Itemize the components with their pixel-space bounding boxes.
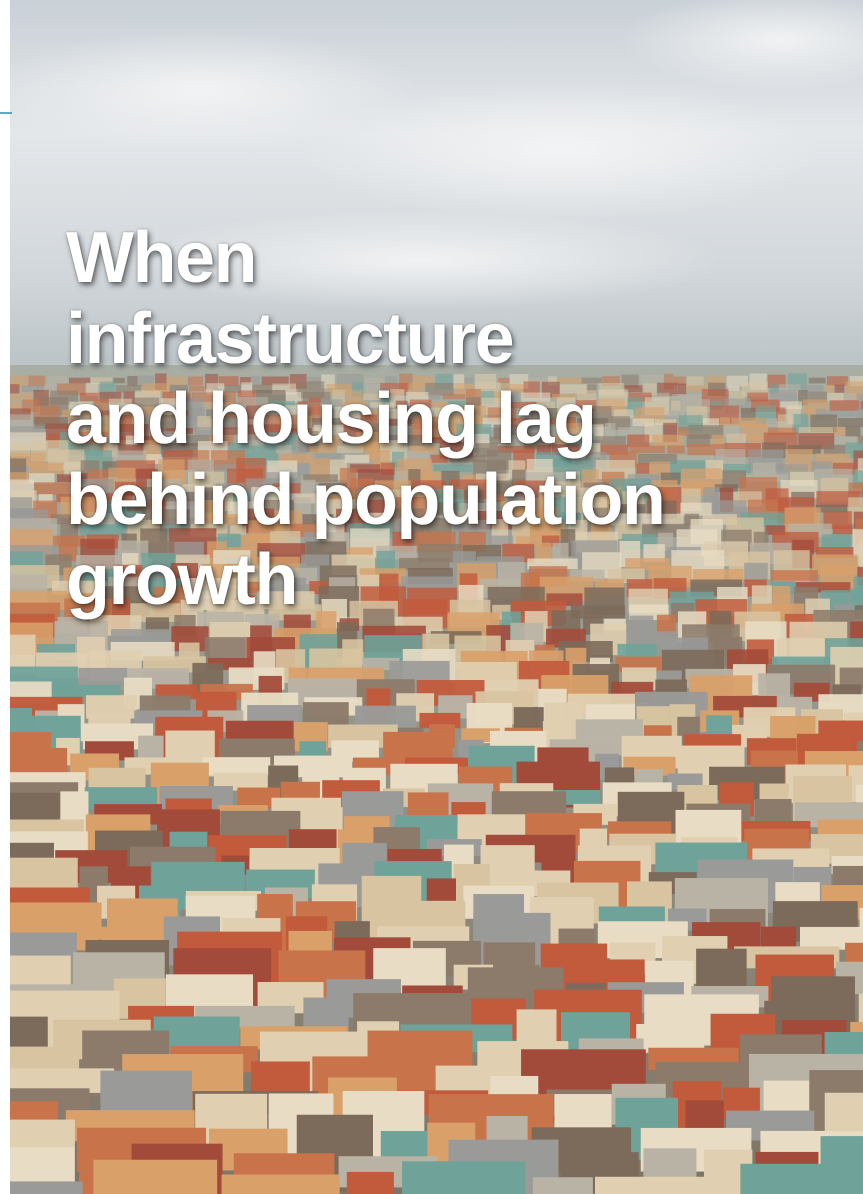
building xyxy=(10,1047,79,1072)
building xyxy=(680,503,711,516)
building xyxy=(827,393,843,401)
building xyxy=(671,400,681,410)
building xyxy=(595,1177,736,1194)
building xyxy=(402,1161,525,1194)
title-line: growth xyxy=(66,540,664,621)
title-line: behind population xyxy=(66,460,664,541)
building xyxy=(678,384,686,395)
building xyxy=(222,1174,340,1194)
building xyxy=(771,570,818,581)
building xyxy=(29,463,63,474)
title-line: When xyxy=(66,218,664,299)
building xyxy=(822,534,851,548)
page: When infrastructure and housing lag behi… xyxy=(0,0,863,1194)
title-line: infrastructure xyxy=(66,299,664,380)
building xyxy=(10,1181,83,1194)
building xyxy=(617,644,656,658)
building xyxy=(740,1164,863,1194)
building xyxy=(825,385,834,393)
building xyxy=(857,394,863,401)
building xyxy=(93,1160,217,1194)
building xyxy=(347,1172,394,1194)
building xyxy=(728,386,740,391)
building xyxy=(844,393,856,400)
building xyxy=(753,462,776,475)
margin xyxy=(0,0,10,1194)
building xyxy=(34,482,70,495)
building xyxy=(28,376,45,387)
title-line: and housing lag xyxy=(66,379,664,460)
building xyxy=(830,400,860,411)
building xyxy=(10,393,20,400)
building xyxy=(835,385,845,393)
building xyxy=(667,445,685,453)
building xyxy=(824,445,845,455)
building xyxy=(10,384,19,394)
building xyxy=(846,426,861,436)
building xyxy=(678,427,688,436)
building xyxy=(838,418,863,427)
building xyxy=(777,464,808,472)
building xyxy=(203,757,271,775)
building xyxy=(833,526,853,535)
building xyxy=(533,1177,593,1194)
building xyxy=(10,401,21,409)
building xyxy=(809,378,826,384)
building xyxy=(856,409,863,420)
building xyxy=(827,376,848,385)
building xyxy=(834,427,845,436)
title: When infrastructure and housing lag behi… xyxy=(66,218,664,621)
building xyxy=(687,376,704,385)
building xyxy=(672,394,701,399)
